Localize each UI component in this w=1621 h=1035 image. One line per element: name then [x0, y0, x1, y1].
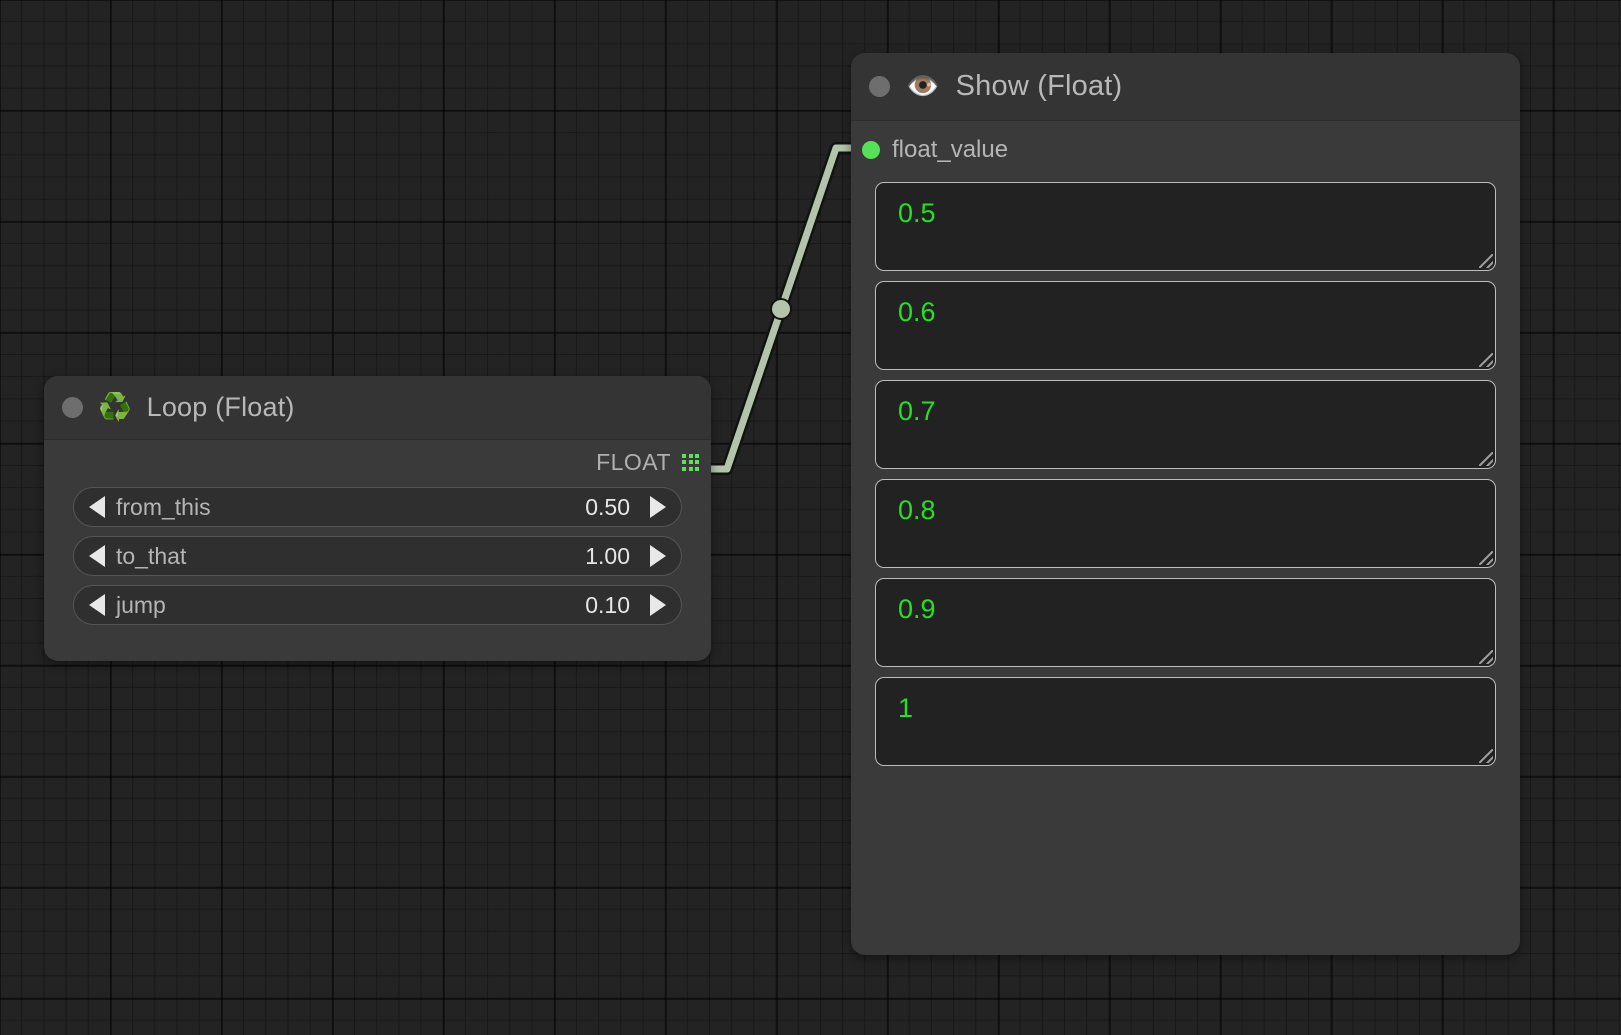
output-textarea[interactable]: 0.6	[875, 281, 1496, 370]
output-textarea[interactable]: 0.9	[875, 578, 1496, 667]
wire-midpoint-outline	[770, 298, 792, 320]
output-value: 0.5	[898, 198, 936, 228]
collapse-dot-icon[interactable]	[62, 397, 83, 418]
node-show-float[interactable]: 👁️ Show (Float) float_value 0.5 0.6 0.7	[851, 53, 1520, 955]
loop-node-header[interactable]: ♻️ Loop (Float)	[44, 376, 711, 440]
show-node-title: Show (Float)	[955, 70, 1123, 102]
recycle-icon: ♻️	[98, 392, 132, 423]
arrow-left-icon[interactable]	[89, 545, 105, 567]
arrow-right-icon[interactable]	[650, 594, 666, 616]
loop-node-title: Loop (Float)	[146, 392, 295, 422]
loop-param-list: from_this 0.50 to_that 1.00 jump 0.10	[44, 484, 711, 625]
show-node-body: float_value 0.5 0.6 0.7 0.8	[851, 121, 1520, 766]
arrow-right-icon[interactable]	[650, 496, 666, 518]
wire-stroke	[700, 144, 870, 473]
output-textarea[interactable]: 0.7	[875, 380, 1496, 469]
loop-node-body: FLOAT from_this 0.50 to_that 1.00	[44, 440, 711, 625]
slider-jump[interactable]: jump 0.10	[73, 585, 682, 625]
slider-label: to_that	[116, 542, 187, 569]
output-value: 1	[898, 693, 914, 723]
loop-output-row[interactable]: FLOAT	[44, 440, 711, 484]
slider-value[interactable]: 1.00	[585, 542, 630, 569]
node-loop-float[interactable]: ♻️ Loop (Float) FLOAT from_this 0.50	[44, 376, 711, 661]
slider-value[interactable]: 0.50	[585, 493, 630, 520]
show-node-header[interactable]: 👁️ Show (Float)	[851, 53, 1520, 121]
show-input-row[interactable]: float_value	[851, 121, 1520, 178]
arrow-right-icon[interactable]	[650, 545, 666, 567]
wire-midpoint-dot[interactable]	[772, 300, 790, 318]
resize-grip-icon[interactable]	[1479, 749, 1493, 763]
resize-grip-icon[interactable]	[1479, 452, 1493, 466]
slider-from-this[interactable]: from_this 0.50	[73, 487, 682, 527]
output-textarea[interactable]: 0.8	[875, 479, 1496, 568]
loop-output-label: FLOAT	[596, 448, 671, 475]
resize-grip-icon[interactable]	[1479, 551, 1493, 565]
slider-label: from_this	[116, 493, 211, 520]
show-input-label: float_value	[892, 135, 1009, 163]
output-value: 0.8	[898, 495, 936, 525]
resize-grip-icon[interactable]	[1479, 254, 1493, 268]
arrow-left-icon[interactable]	[89, 496, 105, 518]
slider-to-that[interactable]: to_that 1.00	[73, 536, 682, 576]
input-port-icon[interactable]	[862, 140, 880, 159]
output-textarea[interactable]: 1	[875, 677, 1496, 766]
output-value: 0.6	[898, 297, 936, 327]
arrow-left-icon[interactable]	[89, 594, 105, 616]
grid-port-icon[interactable]	[682, 453, 699, 471]
wire-outline	[698, 142, 872, 475]
show-output-list: 0.5 0.6 0.7 0.8 0.9	[851, 178, 1520, 766]
slider-value[interactable]: 0.10	[585, 591, 630, 618]
slider-label: jump	[116, 591, 166, 618]
collapse-dot-icon[interactable]	[869, 76, 890, 97]
output-value: 0.9	[898, 594, 936, 624]
resize-grip-icon[interactable]	[1479, 353, 1493, 367]
output-value: 0.7	[898, 396, 936, 426]
output-textarea[interactable]: 0.5	[875, 182, 1496, 271]
resize-grip-icon[interactable]	[1479, 650, 1493, 664]
wire-loop-to-show	[698, 142, 872, 475]
eye-icon: 👁️	[906, 71, 940, 102]
